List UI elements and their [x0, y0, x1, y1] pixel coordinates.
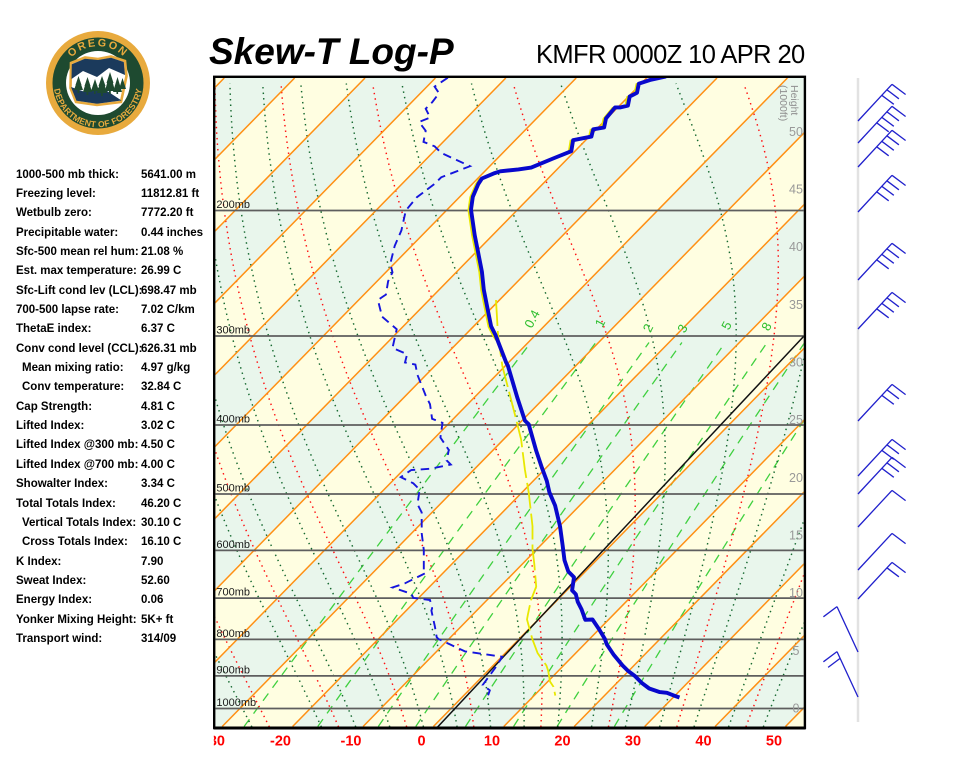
svg-text:0.4: 0.4: [521, 307, 543, 330]
svg-text:25: 25: [789, 413, 803, 427]
svg-text:5: 5: [793, 644, 800, 658]
svg-text:(1000ft): (1000ft): [777, 85, 789, 121]
svg-text:500mb: 500mb: [216, 483, 250, 495]
svg-text:0: 0: [417, 734, 425, 750]
svg-text:-20: -20: [270, 734, 291, 750]
svg-text:700mb: 700mb: [216, 587, 250, 599]
svg-text:30: 30: [625, 734, 641, 750]
svg-text:800mb: 800mb: [216, 628, 250, 640]
svg-text:45: 45: [789, 183, 803, 197]
svg-text:10: 10: [789, 586, 803, 600]
svg-text:200mb: 200mb: [216, 199, 250, 211]
svg-text:1000mb: 1000mb: [216, 697, 256, 709]
svg-text:-30: -30: [204, 734, 225, 750]
svg-text:300mb: 300mb: [216, 325, 250, 337]
svg-text:20: 20: [789, 471, 803, 485]
svg-text:35: 35: [789, 298, 803, 312]
svg-text:10: 10: [484, 734, 500, 750]
svg-text:50: 50: [766, 734, 782, 750]
svg-text:0: 0: [793, 702, 800, 716]
svg-text:40: 40: [789, 240, 803, 254]
svg-text:-10: -10: [341, 734, 362, 750]
svg-text:600mb: 600mb: [216, 539, 250, 551]
svg-text:50: 50: [789, 125, 803, 139]
svg-text:400mb: 400mb: [216, 414, 250, 426]
svg-text:Height: Height: [788, 85, 800, 115]
svg-text:15: 15: [789, 529, 803, 543]
svg-text:30: 30: [789, 356, 803, 370]
svg-text:20: 20: [554, 734, 570, 750]
svg-text:40: 40: [695, 734, 711, 750]
svg-text:900mb: 900mb: [216, 664, 250, 676]
